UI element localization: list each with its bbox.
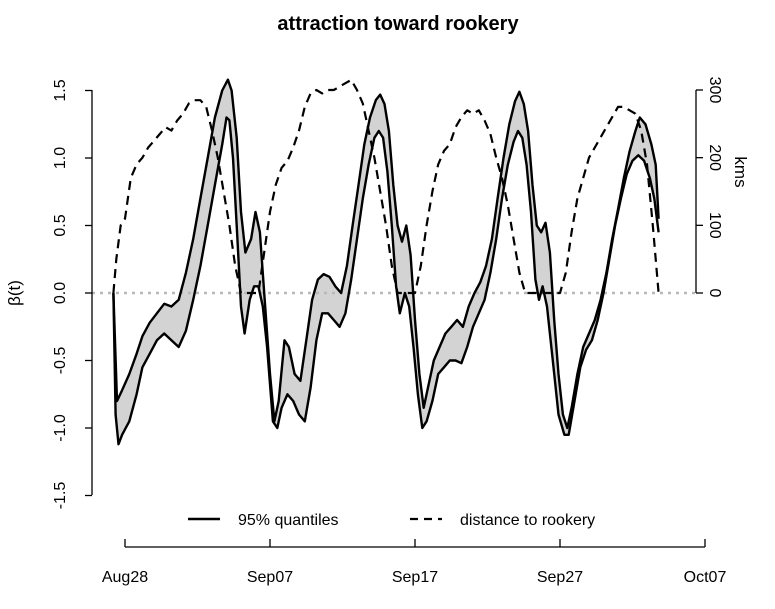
y-tick-label-6: 1.5 xyxy=(52,79,69,101)
y2-tick-label-3: 300 xyxy=(706,77,723,104)
chart-title: attraction toward rookery xyxy=(277,13,519,35)
y-tick-label-4: 0.5 xyxy=(52,214,69,236)
y-tick-label-2: -0.5 xyxy=(52,347,69,375)
x-tick-label-2: Sep17 xyxy=(392,569,438,586)
y-axis-label: β(t) xyxy=(5,280,24,306)
y-tick-label-0: -1.5 xyxy=(52,482,69,510)
axes: -1.5 -1.0 -0.5 0.0 0.5 1.0 1.5 0 100 200 300 Aug28 S… xyxy=(52,77,726,586)
x-tick-label-0: Aug28 xyxy=(102,569,148,586)
y2-tick-label-2: 200 xyxy=(706,144,723,171)
y-tick-label-1: -1.0 xyxy=(52,414,69,442)
legend-label-quantiles: 95% quantiles xyxy=(238,512,339,529)
upper-quantile-line xyxy=(112,78,660,430)
legend-label-distance: distance to rookery xyxy=(460,512,595,529)
y-tick-label-3: 0.0 xyxy=(52,282,69,304)
lower-quantile-line xyxy=(112,116,660,446)
x-tick-label-1: Sep07 xyxy=(247,569,293,586)
y2-tick-label-0: 0 xyxy=(706,289,723,298)
plot-area xyxy=(92,78,696,446)
distance-line xyxy=(112,78,660,295)
x-tick-label-3: Sep27 xyxy=(537,569,583,586)
y-tick-label-5: 1.0 xyxy=(52,147,69,169)
legend: 95% quantiles distance to rookery xyxy=(188,512,595,529)
x-tick-label-4: Oct07 xyxy=(684,569,727,586)
y2-axis-label: kms xyxy=(731,156,750,187)
y2-tick-label-1: 100 xyxy=(706,212,723,239)
